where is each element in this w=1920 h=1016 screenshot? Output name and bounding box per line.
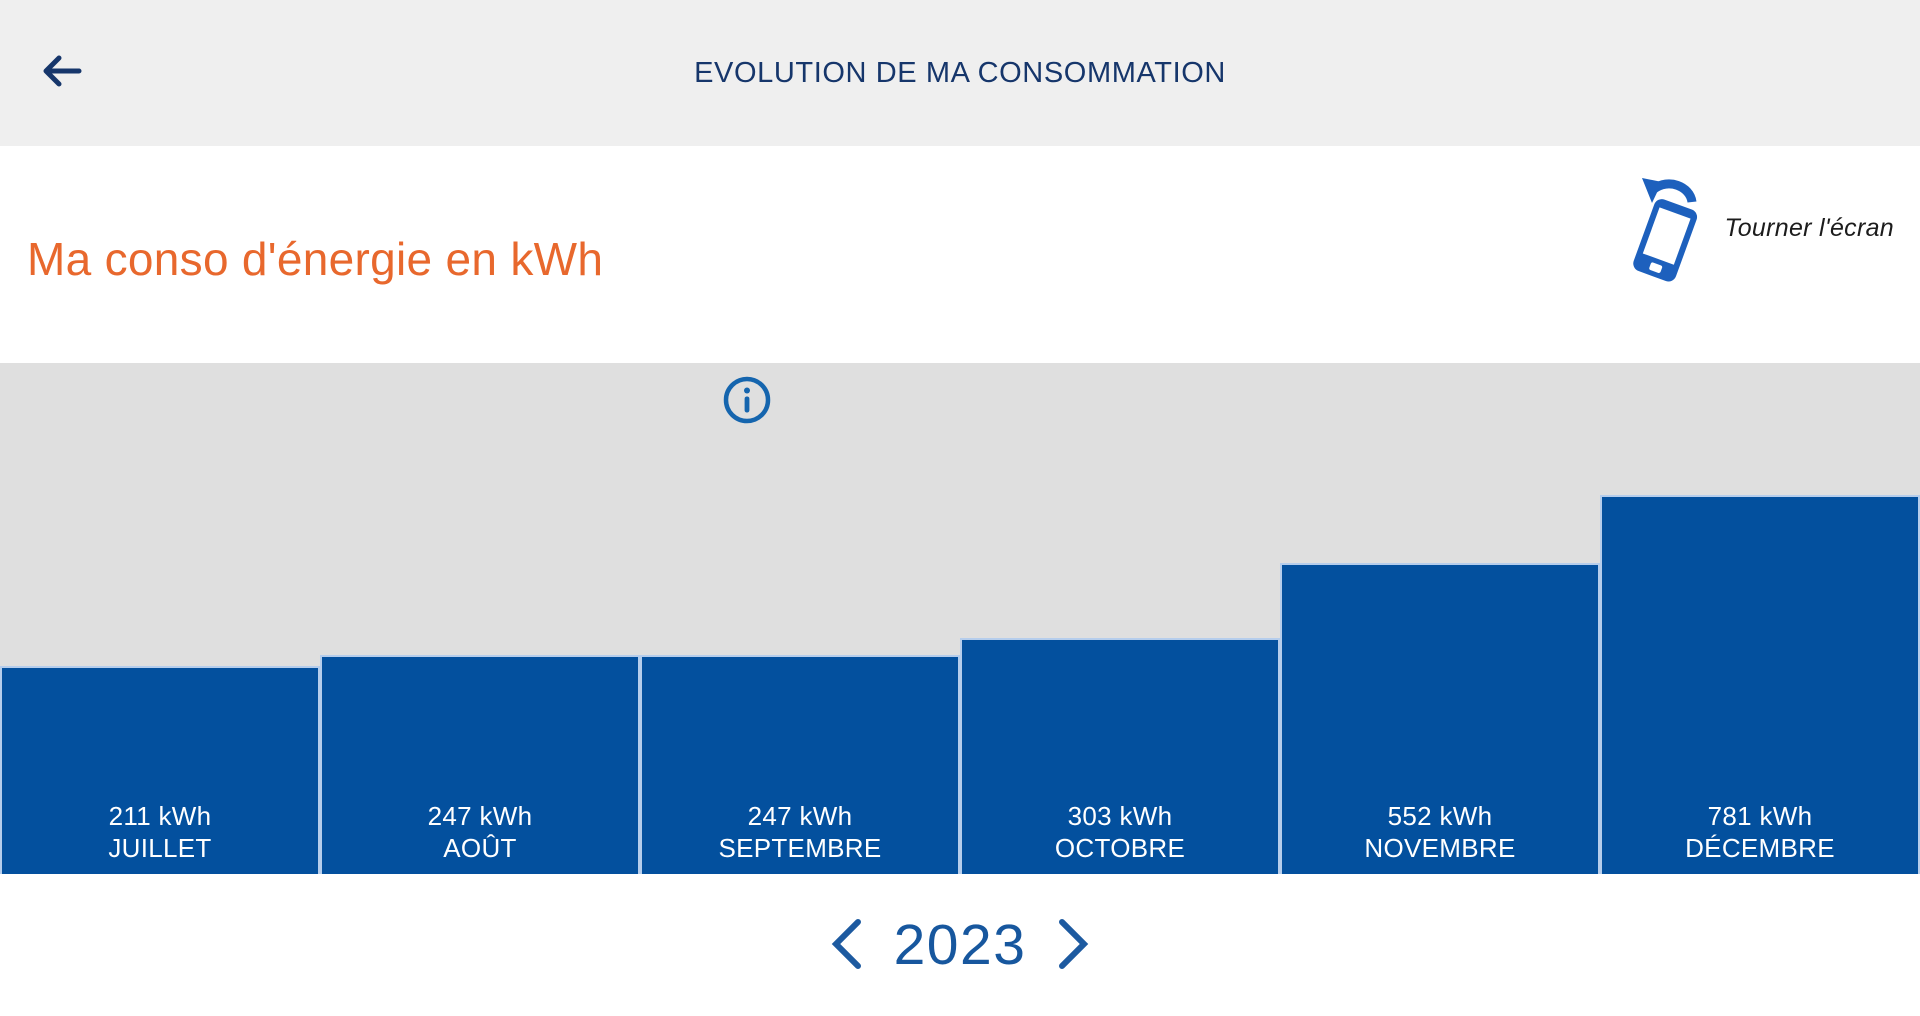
chevron-left-icon bbox=[830, 918, 862, 973]
consumption-bar-chart: 211 kWh JUILLET 247 kWh AOÛT 247 kWh SEPTEMBR… bbox=[0, 363, 1920, 874]
bar-value-label: 781 kWh bbox=[1707, 801, 1813, 831]
info-icon bbox=[722, 376, 772, 428]
bar-value-label: 247 kWh bbox=[427, 801, 533, 831]
bar-month-label: OCTOBRE bbox=[1054, 833, 1186, 863]
chart-bar-juillet[interactable]: 211 kWh JUILLET bbox=[0, 666, 320, 874]
back-button[interactable] bbox=[36, 46, 88, 98]
bar-value-label: 552 kWh bbox=[1387, 801, 1493, 831]
chevron-right-icon bbox=[1058, 918, 1090, 973]
chart-bar-aout[interactable]: 247 kWh AOÛT bbox=[320, 655, 640, 874]
bar-month-label: NOVEMBRE bbox=[1364, 833, 1516, 863]
rotate-phone-icon bbox=[1626, 172, 1710, 284]
chart-bar-octobre[interactable]: 303 kWh OCTOBRE bbox=[960, 638, 1280, 874]
year-label: 2023 bbox=[893, 913, 1027, 977]
bar-value-label: 211 kWh bbox=[108, 801, 212, 831]
app-header: EVOLUTION DE MA CONSOMMATION bbox=[0, 0, 1920, 146]
chart-bar-septembre[interactable]: 247 kWh SEPTEMBRE bbox=[640, 655, 960, 874]
chart-bar-decembre[interactable]: 781 kWh DÉCEMBRE bbox=[1600, 495, 1920, 874]
bar-value-label: 303 kWh bbox=[1067, 801, 1173, 831]
bar-month-label: AOÛT bbox=[443, 833, 517, 863]
previous-year-button[interactable] bbox=[824, 917, 868, 973]
year-navigation: 2023 bbox=[0, 874, 1920, 1016]
rotate-screen-hint: Tourner l'écran bbox=[1626, 172, 1894, 284]
bar-value-label: 247 kWh bbox=[747, 801, 853, 831]
bar-month-label: DÉCEMBRE bbox=[1685, 833, 1835, 863]
screen-title: EVOLUTION DE MA CONSOMMATION bbox=[694, 56, 1226, 89]
bar-month-label: JUILLET bbox=[108, 833, 212, 863]
bar-month-label: SEPTEMBRE bbox=[718, 833, 882, 863]
chart-bar-novembre[interactable]: 552 kWh NOVEMBRE bbox=[1280, 563, 1600, 874]
page-subheader: Ma conso d'énergie en kWh bbox=[0, 146, 1920, 424]
next-year-button[interactable] bbox=[1052, 917, 1096, 973]
info-button[interactable] bbox=[722, 375, 772, 425]
back-arrow-icon bbox=[41, 52, 83, 93]
rotate-hint-label: Tourner l'écran bbox=[1724, 213, 1894, 242]
page-title: Ma conso d'énergie en kWh bbox=[27, 233, 604, 285]
